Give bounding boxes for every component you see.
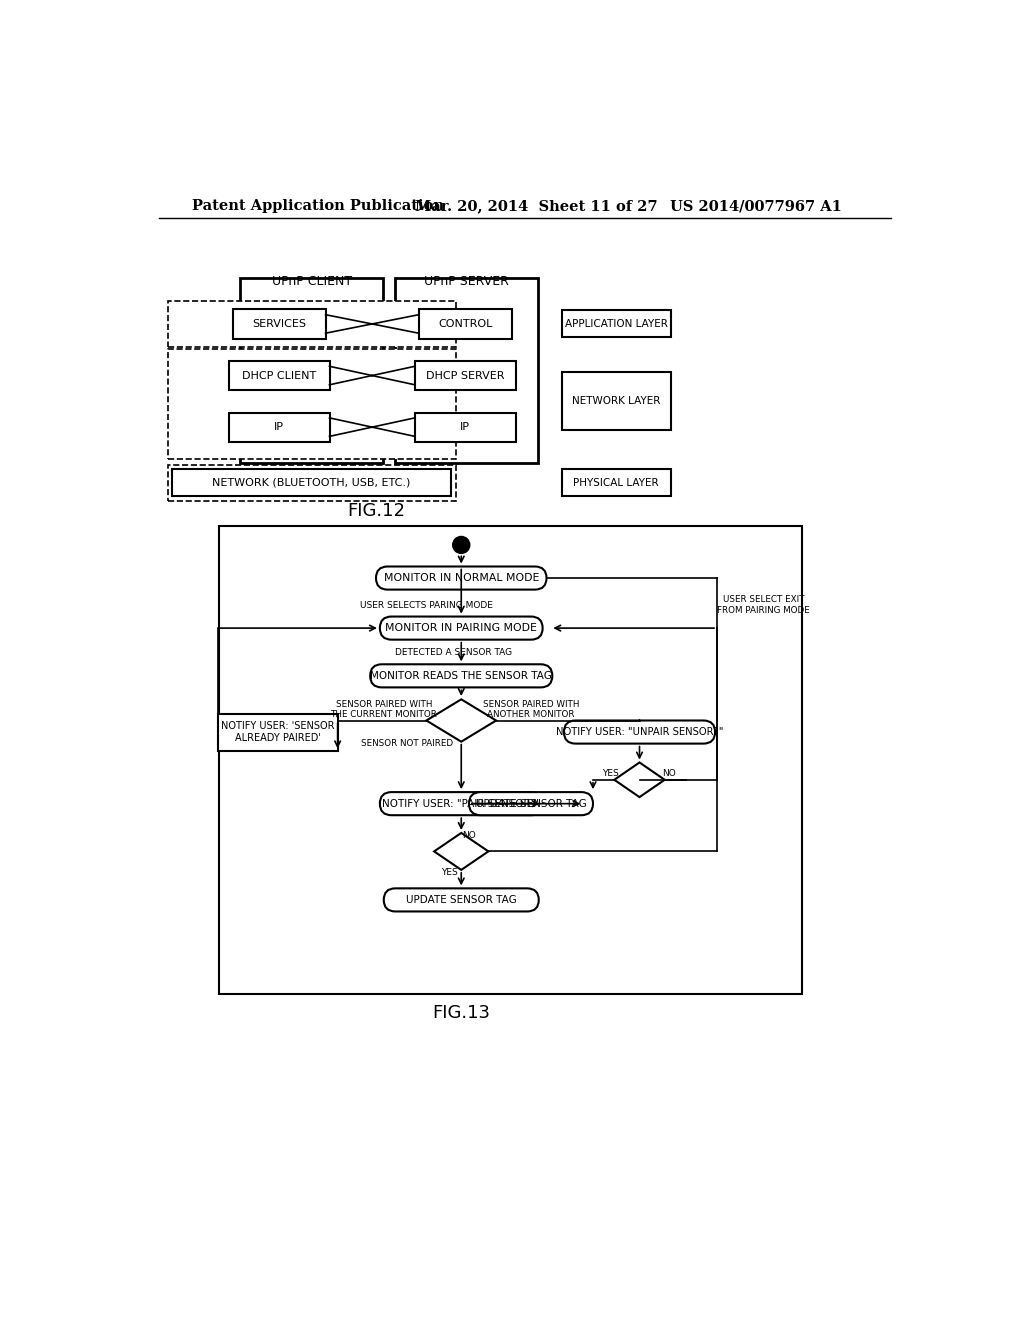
- Text: YES: YES: [441, 869, 458, 878]
- Polygon shape: [434, 833, 488, 870]
- Text: NETWORK (BLUETOOTH, USB, ETC.): NETWORK (BLUETOOTH, USB, ETC.): [213, 478, 411, 487]
- Text: NO: NO: [462, 832, 476, 841]
- Text: SENSOR PAIRED WITH
ANOTHER MONITOR: SENSOR PAIRED WITH ANOTHER MONITOR: [482, 700, 580, 719]
- Bar: [168, 350, 456, 459]
- Text: NOTIFY USER: "PAIR SENSOR?": NOTIFY USER: "PAIR SENSOR?": [382, 799, 541, 809]
- Text: PHYSICAL LAYER: PHYSICAL LAYER: [573, 478, 659, 487]
- Circle shape: [453, 536, 470, 553]
- Text: USER SELECTS PARING MODE: USER SELECTS PARING MODE: [360, 601, 493, 610]
- Text: NOTIFY USER: "UNPAIR SENSOR?": NOTIFY USER: "UNPAIR SENSOR?": [556, 727, 723, 737]
- Text: NETWORK LAYER: NETWORK LAYER: [572, 396, 660, 407]
- Text: UPDATE SENSOR TAG: UPDATE SENSOR TAG: [475, 799, 587, 809]
- Text: SERVICES: SERVICES: [252, 319, 306, 329]
- Text: UPnP SERVER: UPnP SERVER: [424, 275, 509, 288]
- Text: FIG.13: FIG.13: [432, 1005, 490, 1022]
- Bar: [168, 301, 456, 347]
- Bar: [228, 412, 330, 442]
- Text: SENSOR NOT PAIRED: SENSOR NOT PAIRED: [360, 739, 453, 748]
- Text: USER SELECT EXIT
FROM PAIRING MODE: USER SELECT EXIT FROM PAIRING MODE: [717, 595, 810, 615]
- Bar: [562, 372, 671, 430]
- Text: MONITOR READS THE SENSOR TAG: MONITOR READS THE SENSOR TAG: [371, 671, 552, 681]
- Bar: [232, 309, 326, 339]
- Bar: [168, 465, 456, 502]
- Polygon shape: [426, 700, 496, 742]
- Bar: [562, 469, 671, 496]
- Text: DHCP SERVER: DHCP SERVER: [426, 371, 505, 380]
- Text: UPDATE SENSOR TAG: UPDATE SENSOR TAG: [406, 895, 517, 906]
- Text: YES: YES: [602, 770, 618, 777]
- Bar: [228, 360, 330, 391]
- Bar: [415, 360, 515, 391]
- Bar: [172, 469, 452, 496]
- Text: FIG.12: FIG.12: [347, 502, 406, 520]
- Text: SENSOR PAIRED WITH
THE CURRENT MONITOR: SENSOR PAIRED WITH THE CURRENT MONITOR: [331, 700, 437, 719]
- Bar: [219, 527, 802, 994]
- FancyBboxPatch shape: [371, 664, 552, 688]
- Text: IP: IP: [274, 422, 284, 432]
- FancyBboxPatch shape: [380, 792, 543, 816]
- FancyBboxPatch shape: [384, 888, 539, 911]
- Text: Patent Application Publication: Patent Application Publication: [193, 199, 444, 213]
- Text: Mar. 20, 2014  Sheet 11 of 27: Mar. 20, 2014 Sheet 11 of 27: [415, 199, 657, 213]
- Bar: [562, 310, 671, 338]
- FancyBboxPatch shape: [380, 616, 543, 640]
- Bar: [240, 277, 383, 462]
- FancyBboxPatch shape: [564, 721, 715, 743]
- Text: DETECTED A SENSOR TAG: DETECTED A SENSOR TAG: [395, 648, 512, 657]
- FancyBboxPatch shape: [376, 566, 547, 590]
- Text: CONTROL: CONTROL: [438, 319, 493, 329]
- Polygon shape: [614, 763, 665, 797]
- Text: APPLICATION LAYER: APPLICATION LAYER: [565, 319, 668, 329]
- Bar: [419, 309, 512, 339]
- Text: DHCP CLIENT: DHCP CLIENT: [242, 371, 316, 380]
- Bar: [395, 277, 539, 462]
- FancyBboxPatch shape: [469, 792, 593, 816]
- Text: UPnP CLIENT: UPnP CLIENT: [271, 275, 351, 288]
- Text: NOTIFY USER: 'SENSOR
ALREADY PAIRED': NOTIFY USER: 'SENSOR ALREADY PAIRED': [221, 721, 334, 743]
- Text: NO: NO: [663, 770, 676, 777]
- Text: US 2014/0077967 A1: US 2014/0077967 A1: [671, 199, 843, 213]
- Text: MONITOR IN PAIRING MODE: MONITOR IN PAIRING MODE: [385, 623, 538, 634]
- Text: IP: IP: [460, 422, 470, 432]
- Text: MONITOR IN NORMAL MODE: MONITOR IN NORMAL MODE: [384, 573, 539, 583]
- Bar: [415, 412, 515, 442]
- Bar: [217, 714, 338, 751]
